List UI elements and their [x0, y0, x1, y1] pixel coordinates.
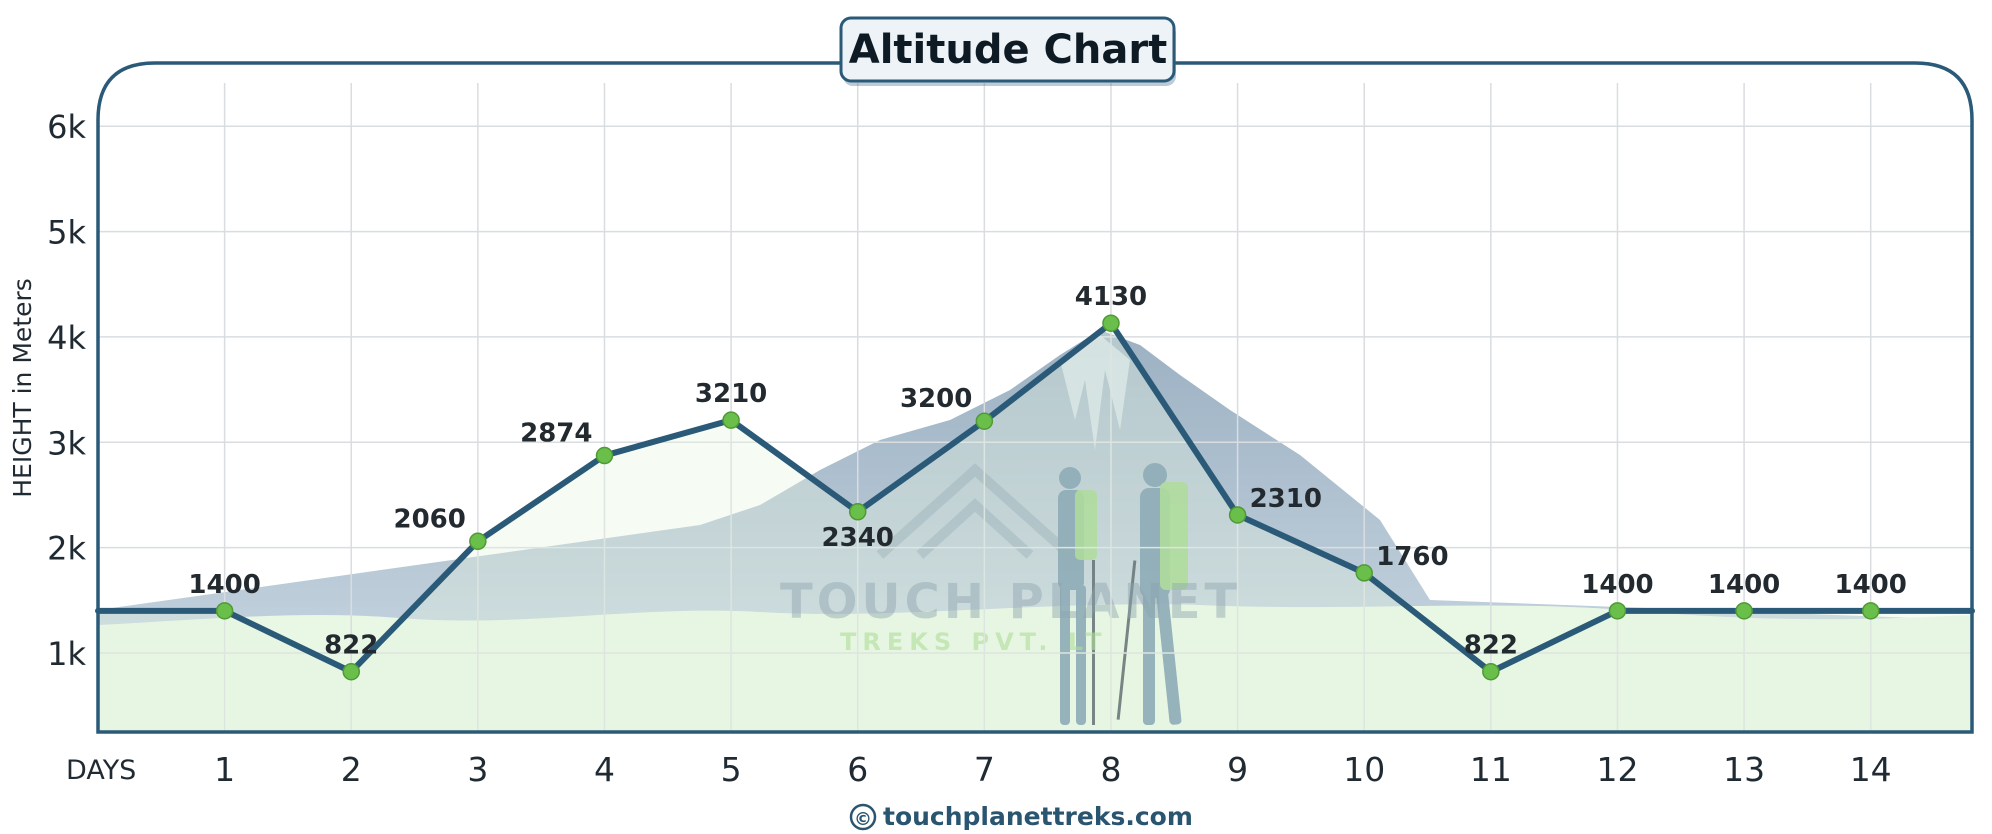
point-day-6: [848, 503, 867, 521]
x-tick-4: 4: [594, 750, 615, 789]
x-tick-13: 13: [1723, 750, 1765, 789]
x-axis-ticks: 1 2 3 4 5 6 7 8 9 10 11 12 13 14: [214, 750, 1892, 789]
copyright-icon: [849, 803, 877, 831]
x-tick-10: 10: [1343, 750, 1385, 789]
y-axis-label: HEIGHT in Meters: [8, 278, 37, 498]
data-label-day-10: 1760: [1376, 542, 1448, 572]
data-label-day-13: 1400: [1708, 570, 1780, 600]
series-altitude: [95, 320, 1975, 675]
point-day-9: [1228, 506, 1247, 524]
x-tick-9: 9: [1227, 750, 1248, 789]
data-label-day-3: 2060: [393, 504, 465, 534]
data-label-day-14: 1400: [1835, 570, 1907, 600]
area-under-line: [98, 323, 1972, 732]
logo-mark-icon: [876, 463, 1074, 559]
copyright-symbol: ©: [854, 809, 872, 830]
data-label-day-2: 822: [324, 631, 378, 661]
x-tick-8: 8: [1100, 750, 1121, 789]
background-art: TOUCH PLANET TREKS PVT. LT: [98, 330, 1972, 732]
data-label-day-1: 1400: [188, 570, 260, 600]
x-tick-1: 1: [214, 750, 235, 789]
data-label-day-11: 822: [1464, 631, 1518, 661]
plot-frame: [96, 61, 1974, 734]
footer-site: touchplanettreks.com: [883, 802, 1193, 831]
point-day-10: [1355, 564, 1373, 582]
y-tick-5k: 5k: [47, 214, 86, 252]
point-day-4: [595, 446, 614, 465]
data-label-day-12: 1400: [1581, 570, 1653, 600]
area-fill: [98, 323, 1972, 732]
point-day-1: [215, 602, 234, 620]
chart-title: Altitude Chart: [849, 27, 1167, 73]
x-tick-3: 3: [467, 750, 488, 789]
hikers-icon: [1058, 463, 1188, 725]
markers: [215, 314, 1880, 681]
point-day-3: [469, 532, 487, 551]
title-box: Altitude Chart: [839, 16, 1176, 86]
data-labels: 1400 822 2060 2874 3210 2340 3200 4130 2310 1760 8…: [188, 282, 1906, 661]
point-day-8: [1102, 314, 1120, 332]
data-label-day-9: 2310: [1250, 484, 1322, 514]
point-day-14: [1861, 602, 1880, 620]
grid: [98, 83, 1972, 732]
y-tick-2k: 2k: [47, 530, 86, 568]
altitude-line: [95, 320, 1975, 675]
point-day-12: [1608, 602, 1627, 620]
y-axis-ticks: 1k 2k 3k 4k 5k 6k: [47, 108, 86, 673]
watermark-main: TOUCH PLANET: [780, 574, 1241, 630]
x-tick-5: 5: [721, 750, 742, 789]
data-label-day-8: 4130: [1075, 282, 1147, 312]
y-tick-3k: 3k: [47, 424, 86, 462]
y-tick-1k: 1k: [47, 635, 86, 673]
x-tick-6: 6: [847, 750, 868, 789]
x-tick-12: 12: [1596, 750, 1638, 789]
snow-streaks: [1060, 335, 1130, 450]
watermark-sub: TREKS PVT. LT: [840, 628, 1108, 656]
data-label-day-6: 2340: [822, 523, 894, 553]
data-label-day-7: 3200: [900, 384, 972, 414]
point-day-7: [975, 412, 994, 430]
data-label-day-5: 3210: [695, 379, 767, 409]
x-tick-7: 7: [974, 750, 995, 789]
point-day-13: [1735, 602, 1753, 620]
point-day-5: [722, 411, 740, 429]
ground-fill: [98, 604, 1972, 732]
point-day-2: [342, 662, 360, 681]
x-axis-label: DAYS: [66, 755, 136, 786]
footer: © touchplanettreks.com: [849, 802, 1193, 831]
x-tick-2: 2: [341, 750, 362, 789]
point-day-11: [1482, 662, 1500, 681]
y-tick-4k: 4k: [47, 319, 86, 357]
x-tick-11: 11: [1470, 750, 1512, 789]
y-tick-6k: 6k: [47, 108, 86, 146]
x-tick-14: 14: [1850, 750, 1892, 789]
data-label-day-4: 2874: [520, 419, 592, 449]
